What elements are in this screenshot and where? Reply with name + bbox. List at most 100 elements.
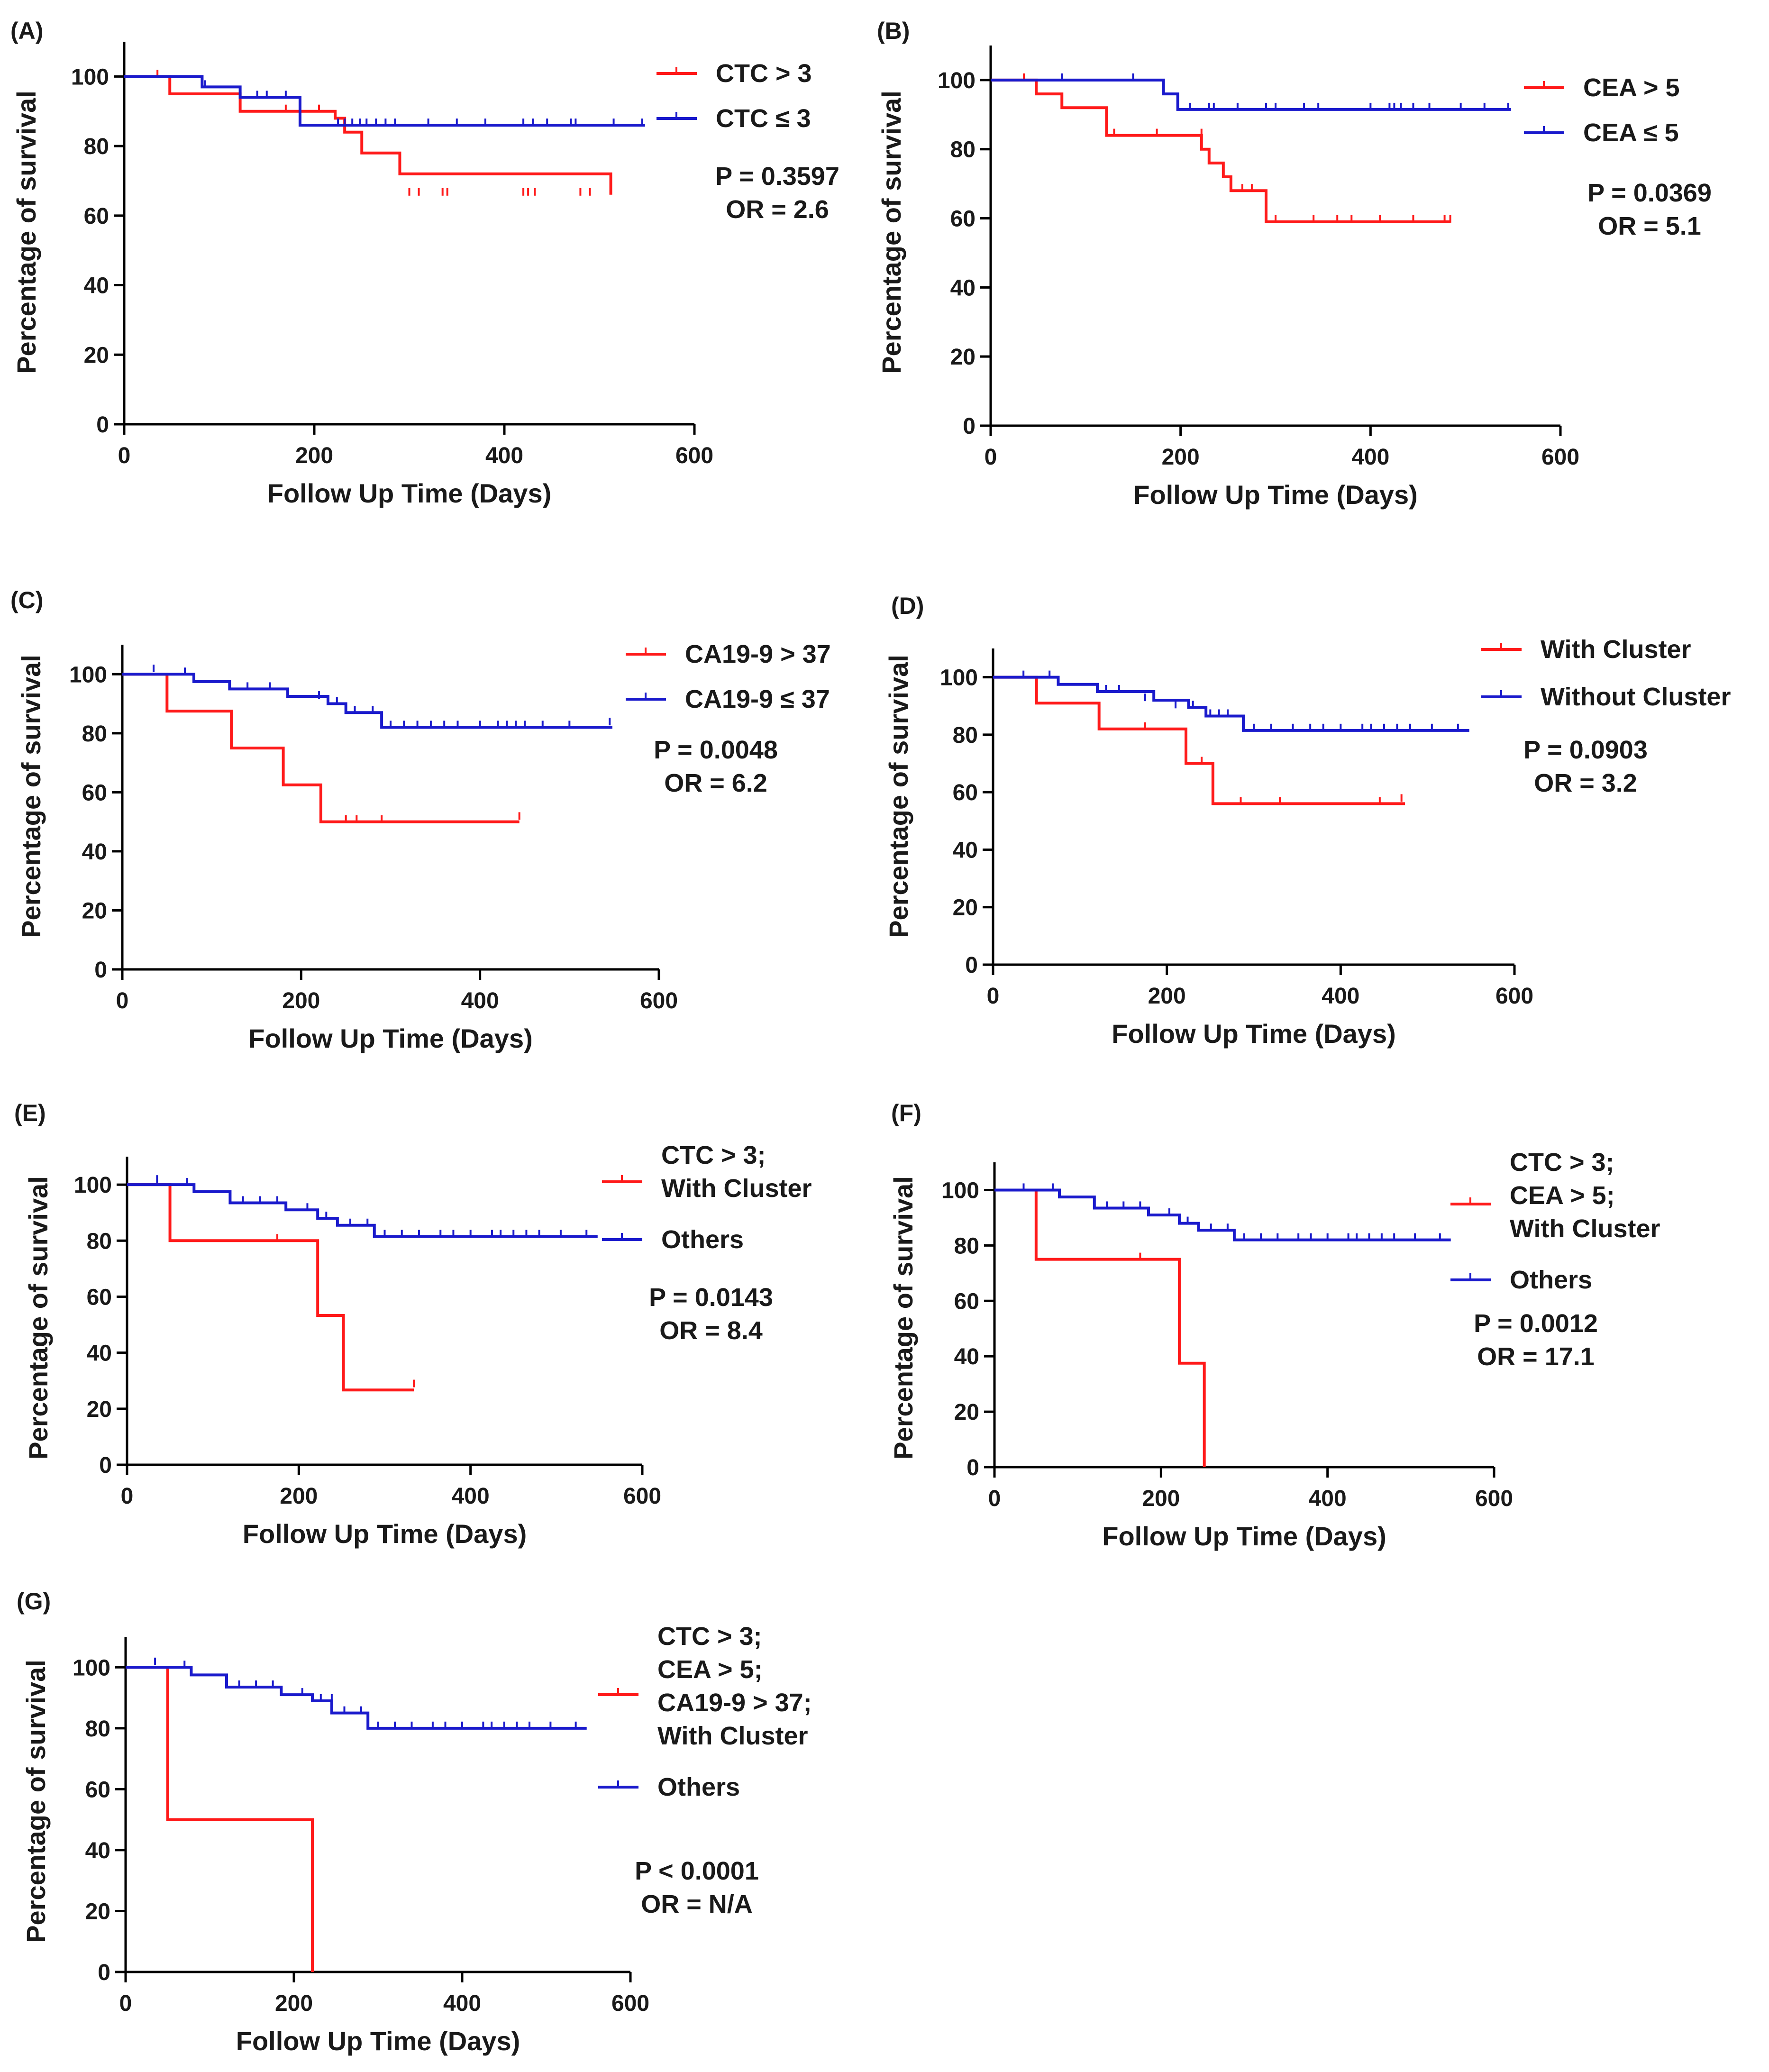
legend-label-red: CTC > 3 (716, 59, 812, 88)
x-tick-label: 400 (1322, 984, 1359, 1009)
y-tick-label: 40 (950, 275, 976, 301)
legend-label-blue: CTC ≤ 3 (716, 104, 811, 133)
x-tick-label: 200 (295, 443, 333, 468)
x-tick-label: 200 (280, 1484, 318, 1509)
y-tick-label: 60 (954, 1289, 979, 1314)
x-tick-label: 600 (623, 1484, 661, 1509)
legend-label-blue: Others (657, 1773, 740, 1801)
y-tick-label: 100 (938, 68, 976, 93)
legend-label-red: CEA > 5 (1583, 73, 1680, 102)
axis-line (993, 1162, 1494, 1469)
y-tick-label: 40 (87, 1341, 112, 1366)
y-tick-label: 60 (950, 207, 976, 232)
x-axis-title: Follow Up Time (Days) (236, 2026, 520, 2056)
y-tick-label: 80 (954, 1233, 979, 1259)
y-tick-label: 60 (953, 780, 978, 805)
y-tick-label: 80 (85, 1716, 110, 1742)
survival-curve-red (994, 1188, 1206, 1467)
stat-annotation: OR = 17.1 (1477, 1342, 1595, 1371)
stat-annotation: P = 0.0903 (1523, 736, 1648, 764)
y-axis-title: Percentage of survival (16, 655, 46, 938)
x-axis-title: Follow Up Time (Days) (248, 1023, 532, 1053)
legend-label-red: CTC > 3; (657, 1622, 762, 1651)
x-tick-label: 200 (1148, 984, 1186, 1009)
survival-curve-blue (122, 673, 612, 729)
y-axis-title: Percentage of survival (884, 655, 913, 938)
panel-label: (A) (10, 18, 43, 44)
x-tick-label: 400 (1351, 445, 1389, 470)
x-tick-label: 400 (443, 1991, 481, 2016)
stat-annotation: OR = 5.1 (1598, 212, 1701, 240)
x-tick-label: 600 (675, 443, 713, 468)
survival-curve-red (124, 75, 612, 195)
survival-curve-blue (124, 75, 645, 127)
y-tick-label: 20 (953, 895, 978, 921)
panel-f: (F) 0 20 40 60 80 100 0 200 400 600 Follow Up Time … (888, 1100, 1660, 1551)
y-tick-label: 60 (84, 204, 109, 229)
stat-annotation: P = 0.3597 (715, 162, 839, 191)
y-tick-label: 0 (98, 1960, 110, 1985)
y-tick-label: 60 (85, 1777, 110, 1802)
x-tick-label: 600 (1475, 1486, 1513, 1511)
y-tick-label: 20 (954, 1400, 979, 1425)
panel-c: (C) 0 20 40 60 80 100 0 200 400 600 Follow Up Time … (10, 587, 831, 1053)
panel-label: (D) (891, 593, 924, 619)
panel-g: (G) 0 20 40 60 80 100 0 200 400 600 Follow Up Time … (17, 1588, 812, 2056)
x-tick-label: 400 (461, 988, 499, 1013)
x-axis-title: Follow Up Time (Days) (243, 1519, 527, 1549)
y-axis-title: Percentage of survival (888, 1176, 918, 1460)
survival-curve-blue (126, 1666, 587, 1730)
y-tick-label: 20 (82, 898, 107, 923)
y-tick-label: 0 (99, 1453, 112, 1478)
legend-label-blue: Without Cluster (1541, 683, 1731, 711)
x-tick-label: 600 (1541, 445, 1579, 470)
y-tick-label: 20 (85, 1899, 110, 1924)
y-tick-label: 20 (950, 345, 976, 370)
x-tick-label: 200 (1142, 1486, 1180, 1511)
x-axis-title: Follow Up Time (Days) (1133, 480, 1417, 510)
x-tick-label: 0 (985, 445, 997, 470)
stat-annotation: OR = 6.2 (664, 769, 767, 797)
y-tick-label: 60 (82, 780, 107, 805)
stat-annotation: P < 0.0001 (635, 1857, 759, 1885)
survival-curve-red (126, 1666, 314, 1972)
stat-annotation: OR = 8.4 (659, 1316, 763, 1345)
axis-line (989, 46, 1560, 427)
stat-annotation: P = 0.0143 (649, 1283, 773, 1312)
stat-annotation: OR = 3.2 (1534, 769, 1637, 797)
y-tick-label: 80 (82, 721, 107, 747)
x-tick-label: 0 (121, 1484, 134, 1509)
panel-label: (B) (877, 18, 910, 44)
x-axis-title: Follow Up Time (Days) (1112, 1019, 1395, 1049)
y-tick-label: 100 (941, 1178, 979, 1203)
survival-curve-red (993, 675, 1405, 805)
y-tick-label: 40 (82, 840, 107, 865)
y-tick-label: 40 (85, 1838, 110, 1863)
y-tick-label: 40 (953, 838, 978, 863)
legend-label-red: CTC > 3; (661, 1141, 766, 1169)
y-tick-label: 0 (967, 1455, 979, 1480)
survival-curve-blue (127, 1183, 598, 1238)
y-tick-label: 80 (84, 134, 109, 159)
legend-label-red: With Cluster (1541, 635, 1691, 664)
legend-label-red: CA19-9 > 37 (685, 640, 831, 668)
axis-line (126, 1157, 642, 1466)
survival-curve-red (991, 78, 1450, 223)
legend-label-red: CTC > 3; (1510, 1148, 1614, 1177)
panel-label: (E) (14, 1100, 46, 1126)
x-tick-label: 200 (1162, 445, 1200, 470)
y-tick-label: 0 (963, 414, 976, 439)
legend-label-blue: CEA ≤ 5 (1583, 119, 1679, 147)
legend-label-blue: CA19-9 ≤ 37 (685, 685, 830, 713)
panel-b: (B) 0 20 40 60 80 100 0 200 400 600 Follow Up Time … (876, 18, 1712, 510)
x-tick-label: 0 (118, 443, 131, 468)
y-tick-label: 100 (71, 64, 109, 90)
axis-line (121, 645, 659, 971)
axis-line (992, 648, 1514, 966)
survival-curve-blue (991, 78, 1511, 111)
legend-label-blue: Others (661, 1225, 744, 1254)
legend-label-blue: Others (1510, 1266, 1592, 1294)
x-tick-label: 600 (611, 1991, 649, 2016)
x-tick-label: 600 (1495, 984, 1533, 1009)
